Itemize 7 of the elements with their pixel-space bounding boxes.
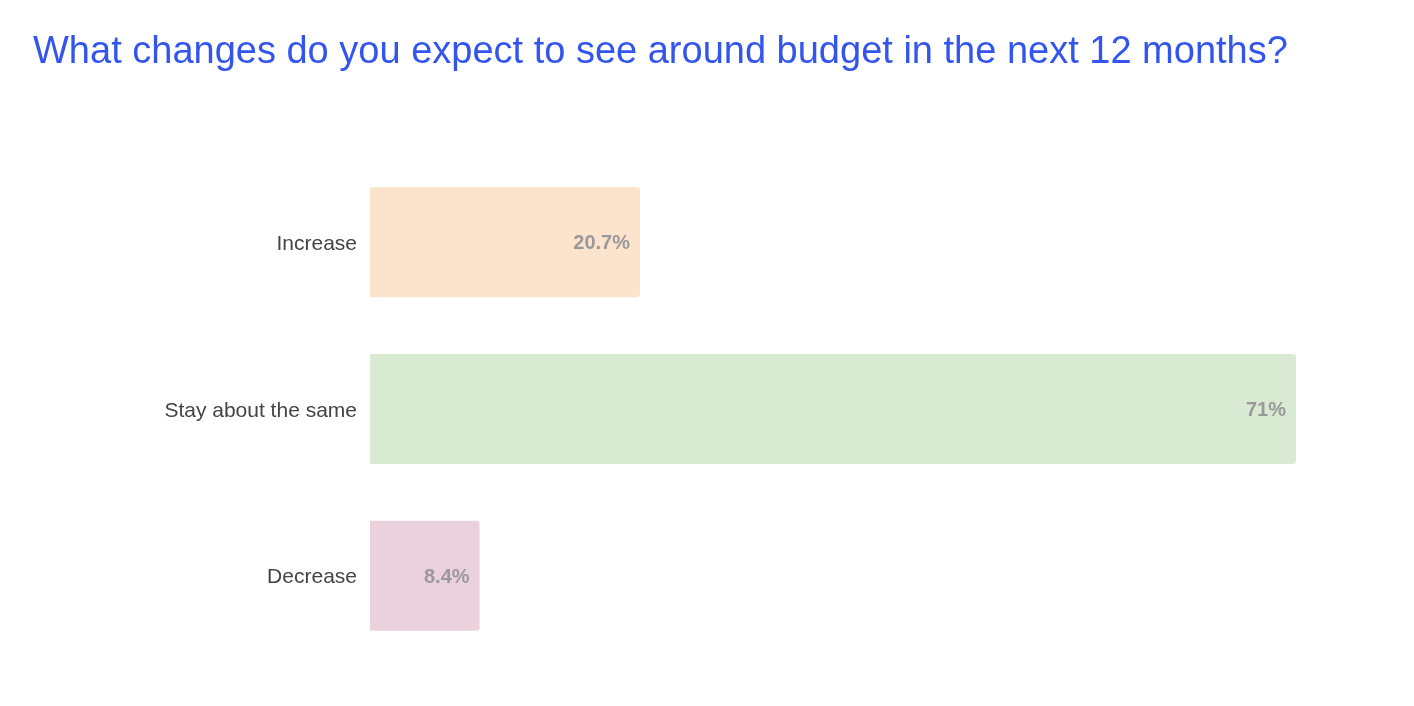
data-label: 8.4% bbox=[423, 564, 470, 587]
data-label: 71% bbox=[1245, 398, 1287, 420]
y-tick-label: Decrease bbox=[267, 564, 357, 588]
data-label: 20.7% bbox=[573, 231, 631, 254]
chart-title: What changes do you expect to see around budget in the next 12 months? bbox=[33, 29, 1288, 71]
y-tick-label: Stay about the same bbox=[164, 397, 357, 421]
y-tick-label: Increase bbox=[276, 230, 357, 254]
